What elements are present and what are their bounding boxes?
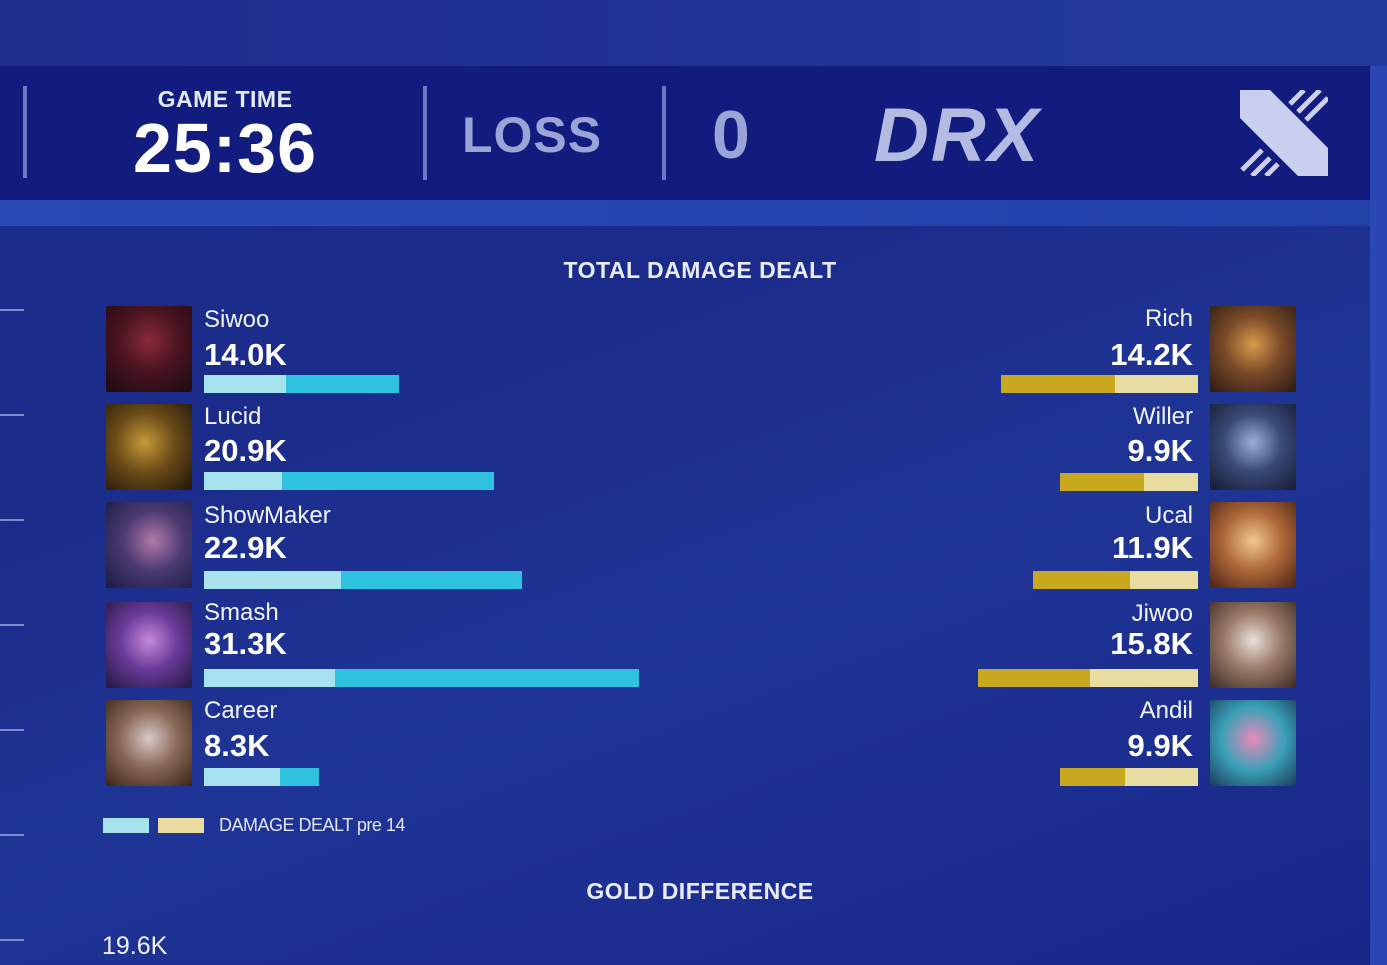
game-time-label: GAME TIME xyxy=(157,86,293,112)
player-name: ShowMaker xyxy=(204,502,331,529)
damage-bar xyxy=(204,669,639,687)
damage-value: 9.9K xyxy=(1127,433,1193,468)
damage-bar xyxy=(204,375,399,393)
tick xyxy=(0,519,24,521)
game-header xyxy=(0,66,1370,200)
tick xyxy=(0,624,24,626)
damage-value: 31.3K xyxy=(204,626,287,661)
panel-edge xyxy=(1370,66,1387,965)
damage-value: 14.0K xyxy=(204,337,287,372)
team-name: DRX xyxy=(874,93,1041,178)
player-name: Andil xyxy=(1139,697,1193,724)
player-name: Lucid xyxy=(204,403,262,430)
player-name: Willer xyxy=(1133,403,1193,430)
damage-pre14-segment xyxy=(1144,473,1198,491)
player-portrait xyxy=(106,502,192,588)
damage-pre14-segment xyxy=(204,571,341,589)
damage-bar xyxy=(1001,375,1198,393)
player-portrait xyxy=(106,306,192,392)
damage-value: 14.2K xyxy=(1110,337,1193,372)
tick xyxy=(0,309,24,311)
damage-pre14-segment xyxy=(1115,375,1198,393)
damage-bar xyxy=(1060,768,1198,786)
damage-pre14-segment xyxy=(204,669,335,687)
damage-pre14-segment xyxy=(1090,669,1198,687)
top-strip xyxy=(0,0,1387,66)
player-name: Smash xyxy=(204,599,279,626)
damage-bar xyxy=(1033,571,1198,589)
damage-value: 15.8K xyxy=(1110,626,1193,661)
tick xyxy=(0,414,24,416)
player-name: Ucal xyxy=(1144,502,1193,529)
header-underline xyxy=(0,200,1370,226)
damage-pre14-segment xyxy=(204,768,280,786)
damage-bar xyxy=(204,472,494,490)
damage-section-title: TOTAL DAMAGE DEALT xyxy=(563,257,837,283)
damage-pre14-segment xyxy=(1125,768,1198,786)
match-result: LOSS xyxy=(462,107,603,163)
player-portrait xyxy=(1210,502,1296,588)
player-name: Career xyxy=(204,697,278,724)
legend-swatch-left xyxy=(103,818,149,833)
damage-bar xyxy=(204,571,522,589)
legend-label: DAMAGE DEALT pre 14 xyxy=(219,815,405,835)
player-name: Jiwoo xyxy=(1131,600,1193,627)
divider xyxy=(662,86,666,180)
damage-value: 9.9K xyxy=(1127,728,1193,763)
gold-difference-value: 19.6K xyxy=(102,932,168,960)
player-portrait xyxy=(106,602,192,688)
tick xyxy=(0,729,24,731)
damage-value: 11.9K xyxy=(1111,530,1193,565)
player-portrait xyxy=(1210,700,1296,786)
divider xyxy=(423,86,427,180)
damage-bar xyxy=(978,669,1198,687)
player-portrait xyxy=(1210,306,1296,392)
gold-section-title: GOLD DIFFERENCE xyxy=(586,878,814,904)
damage-pre14-segment xyxy=(204,472,282,490)
team-score: 0 xyxy=(712,97,750,173)
player-name: Rich xyxy=(1144,305,1193,332)
player-name: Siwoo xyxy=(204,306,270,333)
tick xyxy=(0,834,24,836)
player-portrait xyxy=(106,404,192,490)
game-time-value: 25:36 xyxy=(132,109,318,187)
damage-value: 8.3K xyxy=(204,728,270,763)
damage-pre14-segment xyxy=(1130,571,1198,589)
damage-bar xyxy=(1060,473,1198,491)
damage-value: 20.9K xyxy=(204,433,287,468)
tick xyxy=(0,939,24,941)
legend-swatch-right xyxy=(158,818,204,833)
damage-bar xyxy=(204,768,319,786)
player-portrait xyxy=(1210,602,1296,688)
drx-logo-icon xyxy=(1240,90,1328,176)
divider xyxy=(23,86,27,178)
damage-value: 22.9K xyxy=(204,530,287,565)
player-portrait xyxy=(1210,404,1296,490)
player-portrait xyxy=(106,700,192,786)
damage-pre14-segment xyxy=(204,375,286,393)
